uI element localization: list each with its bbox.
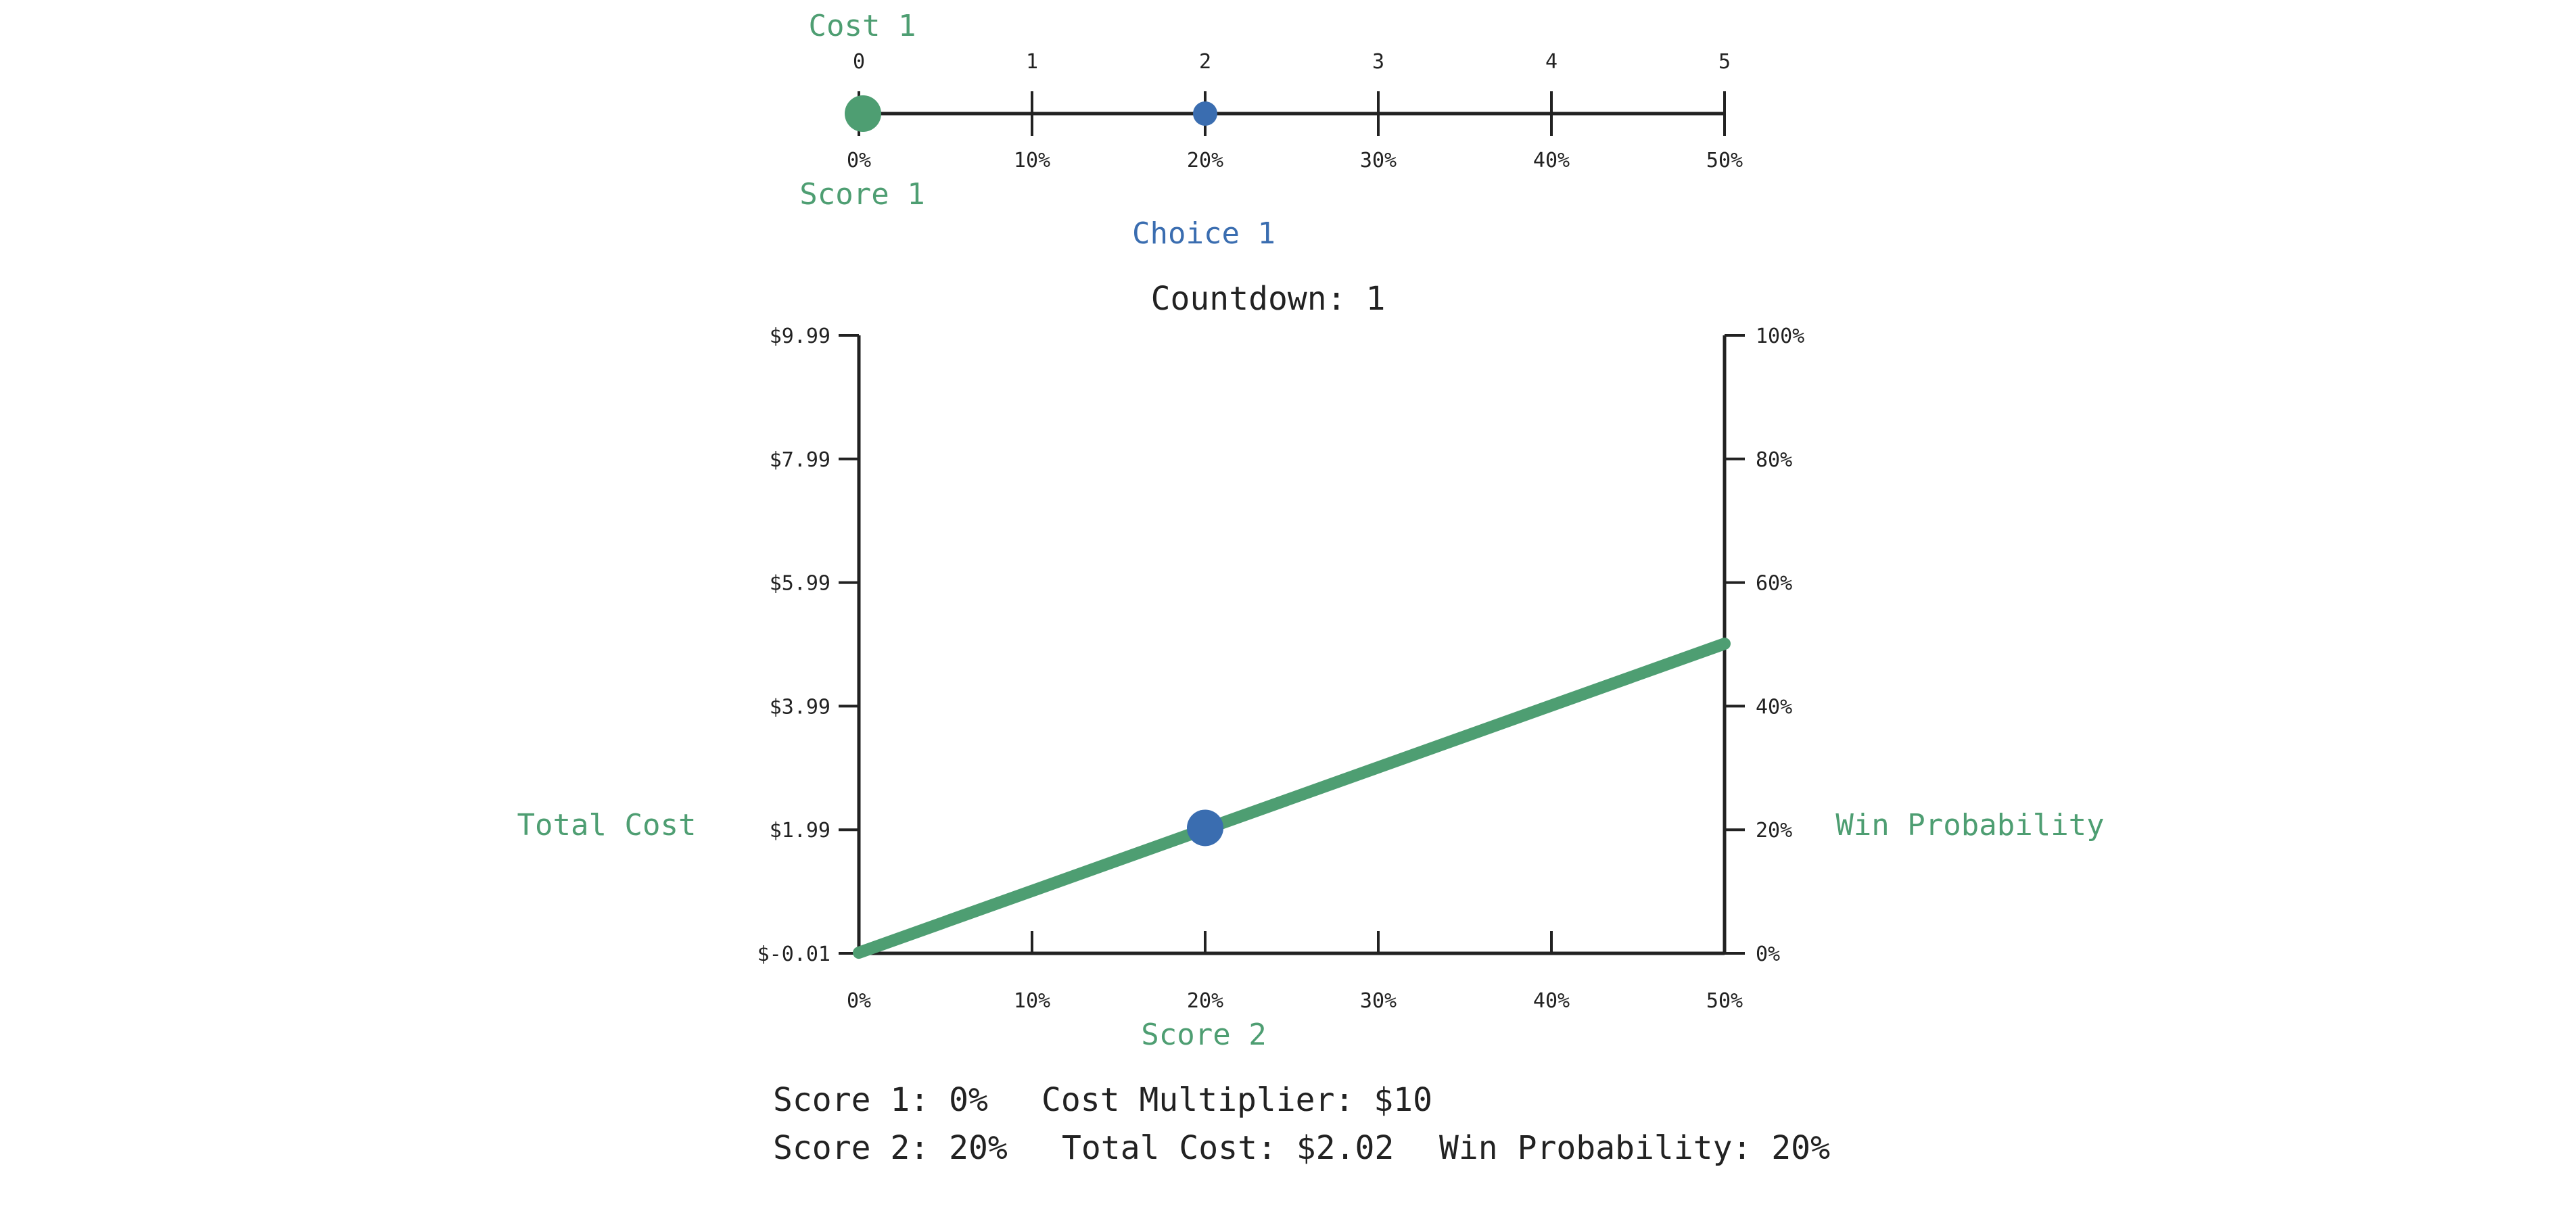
- cost-tick-label: 3: [1372, 50, 1384, 74]
- x-tick-label: 50%: [1706, 989, 1743, 1013]
- y2-axis-title: Win Probability: [1835, 808, 2104, 842]
- chart-ticks: 0% 10% 20% 30% 40% 50% $-0.01 $1.99 $3.99 $5.99 $7…: [757, 325, 1805, 1013]
- score-tick-label: 20%: [1187, 149, 1223, 172]
- x-tick-label: 30%: [1360, 989, 1397, 1013]
- y2-tick-label: 60%: [1756, 572, 1792, 596]
- choice-marker[interactable]: [1193, 101, 1217, 126]
- score-tick-label: 50%: [1706, 149, 1743, 172]
- current-score-handle[interactable]: [845, 95, 881, 132]
- countdown: Countdown: 1: [1151, 280, 1386, 318]
- y2-tick-label: 100%: [1756, 325, 1804, 348]
- cost-tick-label: 4: [1545, 50, 1558, 74]
- choice-label: Choice 1: [1132, 216, 1275, 251]
- x-tick-label: 20%: [1187, 989, 1223, 1013]
- chart-marker[interactable]: [1187, 809, 1223, 847]
- cost-tick-label: 5: [1718, 50, 1731, 74]
- x-tick-label: 10%: [1014, 989, 1050, 1013]
- y-tick-label: $-0.01: [757, 943, 830, 966]
- cost-tick-label: 2: [1199, 50, 1211, 74]
- summary-win-probability: Win Probability: 20%: [1439, 1129, 1830, 1167]
- x-axis-title: Score 2: [1141, 1018, 1266, 1052]
- y-axis-title: Total Cost: [517, 808, 697, 842]
- y2-tick-label: 20%: [1756, 819, 1792, 842]
- summary-score2: Score 2: 20%: [773, 1129, 1008, 1167]
- x-tick-label: 0%: [847, 989, 871, 1013]
- cost-axis-title: Cost 1: [809, 9, 916, 43]
- y-tick-label: $7.99: [770, 448, 830, 472]
- score-tick-label: 40%: [1533, 149, 1570, 172]
- y-tick-label: $3.99: [770, 695, 830, 719]
- y2-tick-label: 80%: [1756, 448, 1792, 472]
- score-slider[interactable]: Cost 1 0 0% 1 10% 2 20% 3 30% 4 40% 5 50% Score 1 C…: [799, 9, 1743, 251]
- series-line: [853, 638, 1731, 959]
- score-tick-label: 0%: [847, 149, 871, 172]
- y2-tick-label: 40%: [1756, 695, 1792, 719]
- cost-chart: 0% 10% 20% 30% 40% 50% $-0.01 $1.99 $3.99 $5.99 $7…: [517, 325, 2105, 1052]
- summary-total-cost: Total Cost: $2.02: [1062, 1129, 1394, 1167]
- score-tick-label: 30%: [1360, 149, 1397, 172]
- y-tick-label: $9.99: [770, 325, 830, 348]
- score-tick-label: 10%: [1014, 149, 1050, 172]
- slider-ticks: 0 0% 1 10% 2 20% 3 30% 4 40% 5 50%: [847, 50, 1743, 172]
- cost-tick-label: 0: [853, 50, 865, 74]
- score-axis-title: Score 1: [799, 177, 924, 212]
- y2-tick-label: 0%: [1756, 943, 1780, 966]
- summary-cost-multiplier: Cost Multiplier: $10: [1041, 1081, 1432, 1119]
- cost-tick-label: 1: [1026, 50, 1038, 74]
- summary: Score 1: 0% Cost Multiplier: $10 Score 2…: [773, 1081, 1830, 1167]
- x-tick-label: 40%: [1533, 989, 1570, 1013]
- summary-score1: Score 1: 0%: [773, 1081, 988, 1119]
- y-tick-label: $5.99: [770, 572, 830, 596]
- y-tick-label: $1.99: [770, 819, 830, 842]
